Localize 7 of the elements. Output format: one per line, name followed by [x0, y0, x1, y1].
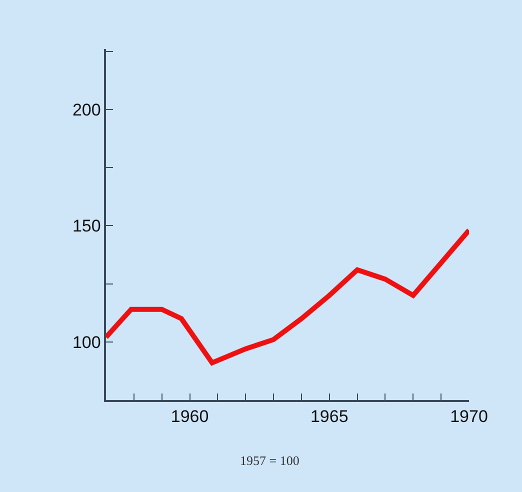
x-tick-label: 1960	[170, 407, 209, 426]
y-tick-label: 150	[72, 216, 101, 236]
x-tick-label: 1970	[450, 407, 488, 426]
y-tick-label: 100	[72, 332, 101, 352]
text: 1957 = 100	[240, 453, 300, 468]
x-tick-label: 1965	[310, 407, 348, 426]
y-tick-label: 200	[72, 100, 101, 120]
